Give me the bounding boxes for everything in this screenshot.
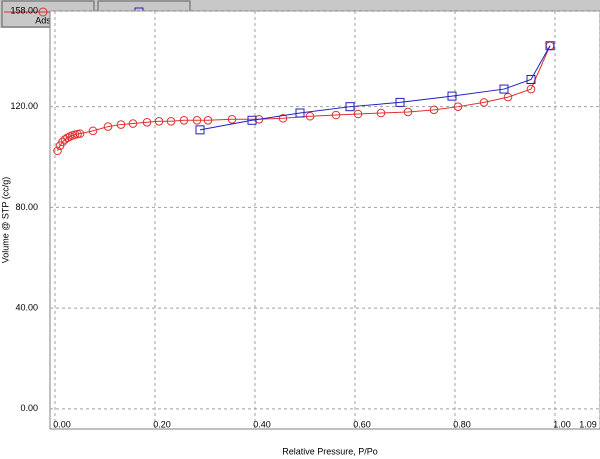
marker [331, 110, 341, 120]
marker [247, 115, 257, 125]
marker [305, 111, 315, 121]
y-tick-label: 40.00 [15, 303, 38, 313]
x-tick-label: 0.20 [153, 419, 171, 429]
marker [227, 114, 237, 124]
marker [479, 98, 489, 107]
marker [88, 126, 98, 136]
marker [295, 108, 305, 118]
x-tick-label: 1.00 [553, 419, 571, 429]
x-tick-label: 0.60 [353, 419, 371, 429]
marker [203, 115, 213, 125]
marker [254, 114, 264, 124]
marker [58, 137, 67, 147]
x-tick-label: 1.09 [579, 419, 597, 429]
marker [154, 116, 164, 126]
marker [499, 84, 509, 94]
marker [53, 146, 62, 156]
marker [75, 129, 85, 138]
marker [447, 91, 457, 101]
y-tick-label: 158.00 [10, 5, 38, 15]
marker [376, 108, 386, 118]
marker [403, 107, 413, 117]
x-tick-label: 0.00 [53, 419, 71, 429]
legend-marker [38, 7, 48, 17]
marker [395, 97, 405, 107]
marker [195, 125, 205, 135]
marker [166, 116, 176, 126]
marker [345, 102, 355, 112]
marker [60, 135, 70, 144]
legend-label: Ads [35, 15, 51, 25]
marker [142, 117, 152, 127]
x-tick-label: 0.80 [453, 419, 471, 429]
marker [179, 115, 189, 125]
marker [128, 119, 138, 128]
marker [453, 102, 463, 111]
marker [429, 105, 439, 115]
series-line [199, 45, 551, 131]
y-tick-label: 0.00 [20, 403, 38, 413]
marker [192, 115, 202, 125]
y-tick-label: 120.00 [10, 101, 38, 111]
marker [526, 74, 536, 84]
marker [526, 84, 536, 94]
plot-area [49, 10, 600, 430]
marker [103, 122, 113, 131]
x-tick-label: 0.40 [253, 419, 271, 429]
marker [353, 109, 363, 119]
marker [545, 41, 555, 51]
y-tick-label: 80.00 [15, 202, 38, 212]
y-axis-label: Volume @ STP (cc/g) [0, 177, 10, 264]
x-axis-label: Relative Pressure, P/Po [282, 446, 378, 456]
marker [116, 120, 126, 129]
marker [278, 113, 288, 123]
